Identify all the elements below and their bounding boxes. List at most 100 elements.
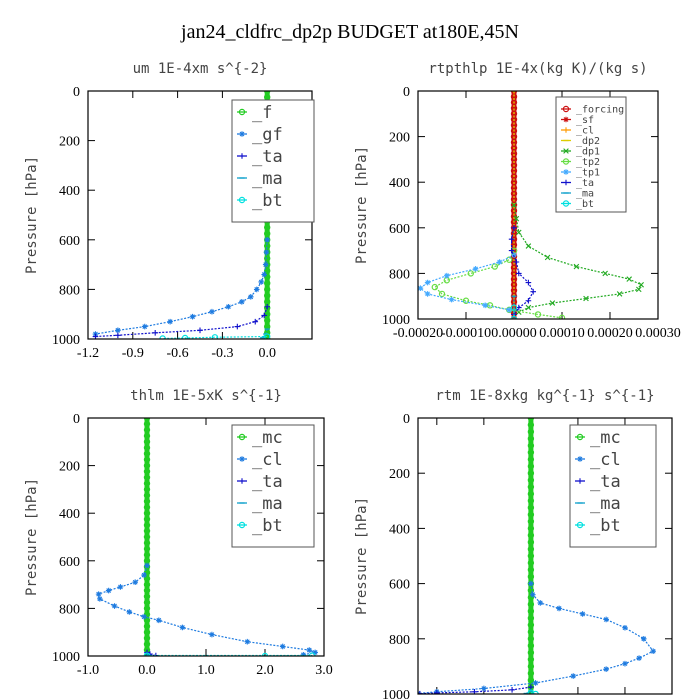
data-point <box>143 623 151 630</box>
data-point <box>238 433 246 441</box>
data-point <box>239 478 245 484</box>
legend-label: _bt <box>590 516 621 536</box>
data-point <box>527 483 535 491</box>
data-point <box>300 652 307 656</box>
y-tick-label: 1000 <box>52 333 80 348</box>
data-point <box>532 690 539 694</box>
y-tick-label: 0 <box>403 412 410 427</box>
data-point <box>527 663 535 670</box>
series-line <box>419 254 515 311</box>
data-point <box>143 551 151 559</box>
y-tick-label: 800 <box>389 633 410 648</box>
data-point <box>239 456 245 462</box>
y-tick-label: 0 <box>73 85 80 100</box>
series-line <box>95 239 268 335</box>
data-point <box>264 303 270 310</box>
y-tick-label: 1000 <box>382 313 410 328</box>
data-point <box>506 307 512 313</box>
y-tick-label: 800 <box>59 602 80 617</box>
legend-label: _ta <box>252 147 283 167</box>
data-point <box>527 442 535 449</box>
data-point <box>143 492 151 499</box>
legend-label: _mc <box>252 428 283 448</box>
data-point <box>527 418 535 422</box>
legend-label: _cl <box>590 450 621 470</box>
y-tick-label: 400 <box>389 176 410 191</box>
data-point <box>261 271 268 278</box>
legend-box <box>231 424 315 548</box>
data-point <box>143 456 151 463</box>
series-line <box>418 583 655 694</box>
data-point <box>143 510 151 517</box>
data-point <box>508 236 515 242</box>
data-point <box>622 660 628 667</box>
legend-label: _f <box>252 103 272 123</box>
data-point <box>527 490 535 498</box>
data-point <box>264 292 271 299</box>
data-point <box>234 323 241 330</box>
data-point <box>527 635 535 643</box>
data-point <box>562 158 570 165</box>
x-tick-label: 0.0 <box>258 346 276 361</box>
data-point <box>143 462 151 469</box>
data-point <box>253 286 260 293</box>
y-tick-label: 400 <box>59 184 80 199</box>
data-point <box>562 200 570 207</box>
data-point <box>527 463 535 470</box>
data-point <box>638 282 644 288</box>
data-point <box>143 521 151 529</box>
data-point <box>261 312 268 319</box>
legend-label: _dp2 <box>576 136 600 147</box>
plot-frame <box>417 90 659 320</box>
legend-label: _ma <box>252 494 283 514</box>
legend-label: _mc <box>590 428 621 448</box>
data-point <box>143 545 151 553</box>
legend-label: _forcing <box>576 105 624 116</box>
panel-title: thlm 1E-5xK s^{-1} <box>130 388 282 404</box>
data-point <box>508 247 515 254</box>
y-axis-label: Pressure [hPa] <box>354 146 370 264</box>
data-point <box>152 330 158 336</box>
x-tick-label: -0.6 <box>167 346 189 361</box>
data-point <box>462 297 470 304</box>
y-tick-label: 1000 <box>52 650 80 665</box>
data-point <box>143 527 151 535</box>
data-point <box>636 655 642 661</box>
legend-label: _ta <box>576 178 594 189</box>
series-line <box>95 306 268 338</box>
data-point <box>239 153 245 159</box>
data-point <box>573 263 580 270</box>
data-point <box>537 600 544 606</box>
data-point <box>258 279 265 285</box>
data-point <box>563 127 569 133</box>
data-point <box>527 545 535 553</box>
data-point <box>570 673 577 679</box>
data-point <box>211 334 219 339</box>
y-tick-label: 200 <box>389 467 410 482</box>
data-point <box>516 229 522 236</box>
chart-panel-3: thlm 1E-5xK s^{-1} Pressure [hPa] 0 200 400 6… <box>24 388 333 678</box>
data-point <box>527 608 535 615</box>
data-point <box>143 418 151 422</box>
x-tick-label: -1.0 <box>77 663 99 678</box>
data-point <box>264 280 271 287</box>
data-point <box>438 290 446 298</box>
data-point <box>563 179 569 186</box>
data-point <box>527 476 535 484</box>
data-point <box>563 148 569 154</box>
x-tick-label: -0.9 <box>122 346 144 361</box>
data-point <box>527 511 535 518</box>
data-point <box>143 599 151 606</box>
legend-label: _ma <box>576 189 594 200</box>
series-group <box>418 91 644 319</box>
data-point <box>238 108 246 116</box>
data-point <box>583 295 589 302</box>
y-tick-label: 600 <box>59 555 80 570</box>
data-point <box>143 420 151 428</box>
y-tick-label: 200 <box>59 135 80 150</box>
legend-label: _ta <box>590 472 621 492</box>
data-point <box>527 677 535 684</box>
data-point <box>143 581 151 588</box>
data-point <box>238 521 246 529</box>
